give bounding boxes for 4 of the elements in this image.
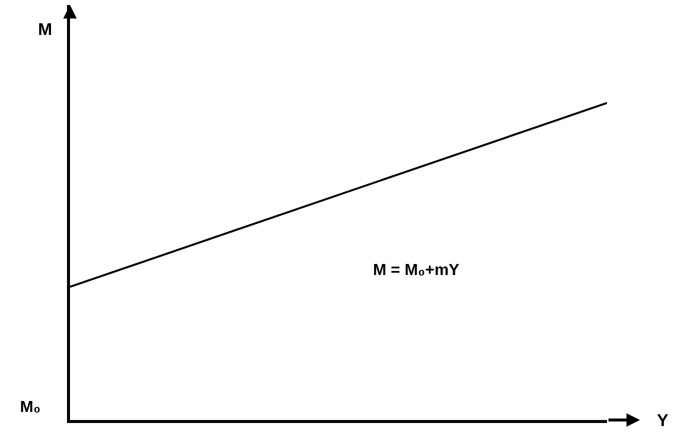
annotation: M = M₀+mY bbox=[373, 262, 460, 279]
x-axis-title: Y bbox=[657, 411, 669, 430]
y-axis-title: M bbox=[38, 20, 52, 39]
annotation: M₀ bbox=[20, 399, 41, 416]
